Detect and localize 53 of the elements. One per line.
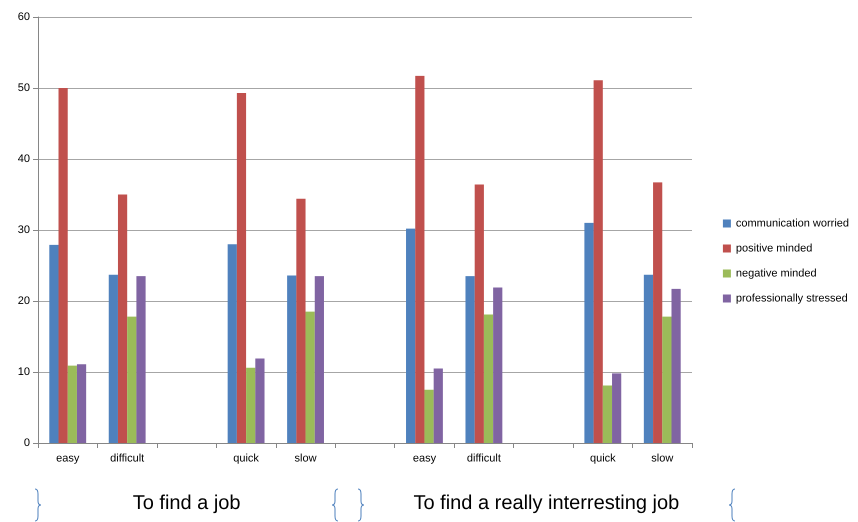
bar bbox=[415, 76, 424, 443]
y-tick-label: 40 bbox=[18, 153, 30, 165]
bar bbox=[612, 373, 622, 443]
y-tick-label: 30 bbox=[18, 224, 30, 236]
bar bbox=[493, 288, 502, 443]
bar bbox=[255, 358, 265, 443]
bar bbox=[127, 316, 136, 443]
bar bbox=[118, 194, 128, 443]
bar bbox=[49, 244, 59, 443]
bar bbox=[644, 274, 654, 443]
x-tick-label: easy bbox=[56, 452, 80, 464]
bar bbox=[58, 88, 68, 443]
bar bbox=[76, 364, 86, 443]
y-tick-label: 0 bbox=[24, 437, 30, 449]
bar bbox=[68, 366, 77, 443]
bar bbox=[108, 274, 118, 443]
bar bbox=[406, 228, 416, 443]
bar bbox=[314, 276, 324, 443]
bar bbox=[287, 275, 296, 443]
y-tick-label: 60 bbox=[18, 11, 30, 23]
bar bbox=[136, 276, 146, 443]
x-tick-label: slow bbox=[294, 452, 317, 464]
y-tick-label: 20 bbox=[18, 295, 30, 307]
bar bbox=[228, 244, 237, 443]
bar bbox=[465, 276, 475, 443]
bar bbox=[671, 288, 681, 443]
bar bbox=[594, 80, 603, 443]
bar bbox=[602, 385, 612, 443]
legend-label: positive minded bbox=[736, 242, 812, 254]
text: To find a job bbox=[132, 492, 242, 515]
bar bbox=[474, 184, 484, 443]
bar bbox=[484, 314, 494, 443]
x-tick-label: quick bbox=[233, 452, 260, 464]
x-tick-label: slow bbox=[651, 452, 674, 464]
bar bbox=[662, 316, 672, 443]
bar bbox=[246, 368, 256, 443]
y-tick-label: 10 bbox=[18, 366, 30, 378]
bar bbox=[306, 312, 315, 443]
x-tick-label: difficult bbox=[466, 452, 501, 464]
bar bbox=[653, 182, 662, 443]
bar bbox=[424, 390, 434, 443]
legend-label: communication worried bbox=[736, 218, 850, 230]
bar bbox=[236, 92, 246, 443]
x-tick-label: difficult bbox=[110, 452, 144, 464]
x-tick-label: quick bbox=[590, 452, 616, 464]
text: To find a really interresting job bbox=[412, 492, 680, 515]
y-tick-label: 50 bbox=[18, 82, 30, 94]
legend-label: professionally stressed bbox=[736, 292, 848, 304]
bar bbox=[584, 222, 594, 443]
x-tick-label: easy bbox=[412, 452, 437, 464]
bar bbox=[434, 368, 443, 443]
legend-label: negative minded bbox=[736, 268, 817, 280]
bar bbox=[296, 198, 306, 443]
